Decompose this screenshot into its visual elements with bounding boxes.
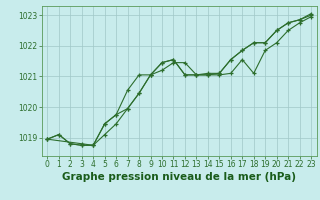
X-axis label: Graphe pression niveau de la mer (hPa): Graphe pression niveau de la mer (hPa) [62,172,296,182]
